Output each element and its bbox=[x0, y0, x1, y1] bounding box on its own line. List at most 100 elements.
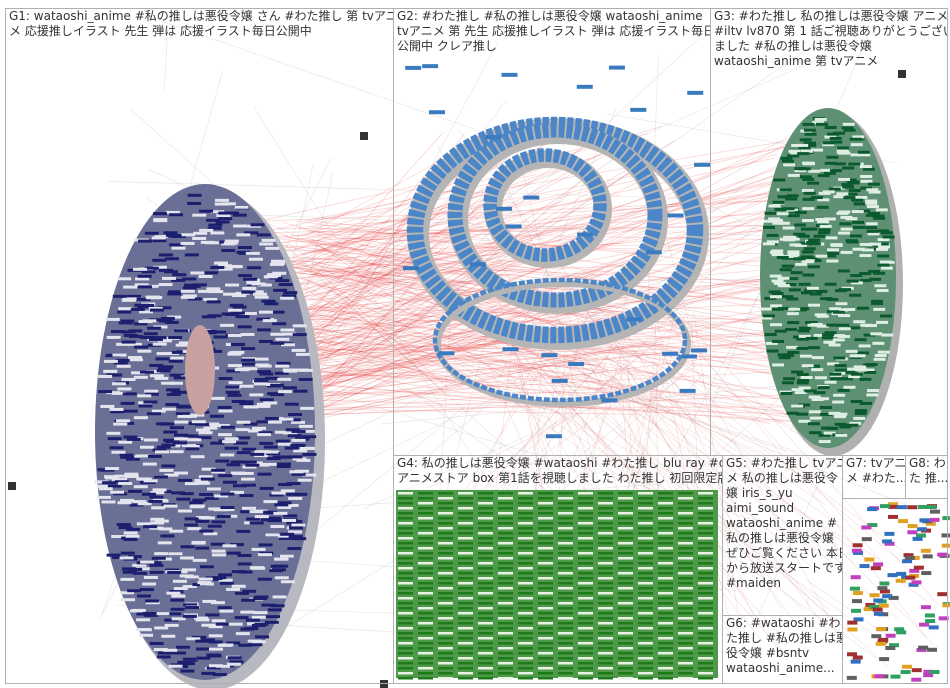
node bbox=[764, 211, 777, 215]
group-label: 私の推しは悪役令嬢 bbox=[726, 531, 835, 545]
node bbox=[850, 659, 861, 664]
edge bbox=[302, 352, 582, 412]
edge bbox=[309, 306, 778, 322]
node bbox=[220, 492, 235, 496]
node bbox=[110, 410, 125, 414]
node bbox=[888, 504, 899, 509]
node bbox=[766, 240, 779, 244]
node bbox=[222, 544, 237, 548]
node bbox=[152, 336, 167, 340]
node bbox=[806, 240, 819, 244]
node bbox=[438, 562, 453, 565]
node bbox=[274, 371, 289, 375]
node bbox=[234, 368, 249, 372]
node bbox=[269, 493, 284, 497]
node bbox=[618, 642, 633, 645]
edge bbox=[310, 328, 675, 377]
node bbox=[438, 552, 453, 555]
node bbox=[247, 266, 262, 270]
node bbox=[172, 579, 187, 583]
node bbox=[826, 155, 839, 159]
node bbox=[626, 317, 643, 322]
node bbox=[916, 647, 927, 652]
node bbox=[269, 262, 284, 266]
node bbox=[538, 612, 553, 615]
node bbox=[558, 512, 573, 515]
node bbox=[227, 656, 242, 660]
node bbox=[271, 491, 286, 495]
node bbox=[263, 511, 278, 515]
node bbox=[145, 601, 160, 605]
node bbox=[835, 302, 848, 306]
node bbox=[182, 614, 197, 618]
node bbox=[161, 407, 176, 411]
node bbox=[598, 677, 613, 680]
node bbox=[929, 509, 940, 514]
node bbox=[875, 247, 888, 251]
node bbox=[153, 475, 168, 479]
node bbox=[828, 411, 841, 415]
edge bbox=[314, 268, 449, 389]
node bbox=[188, 421, 203, 425]
edge bbox=[261, 335, 591, 377]
node bbox=[836, 211, 849, 215]
node bbox=[630, 107, 647, 112]
node bbox=[808, 303, 821, 307]
node bbox=[618, 662, 633, 665]
node bbox=[151, 556, 166, 560]
node bbox=[123, 537, 138, 541]
node bbox=[418, 547, 433, 550]
node bbox=[164, 618, 179, 622]
node bbox=[618, 557, 633, 560]
node bbox=[869, 277, 882, 281]
node bbox=[291, 438, 306, 442]
node bbox=[869, 604, 880, 609]
node bbox=[821, 336, 834, 340]
node bbox=[224, 239, 239, 243]
node bbox=[239, 384, 254, 388]
node bbox=[801, 364, 814, 368]
node bbox=[256, 328, 271, 332]
node bbox=[658, 502, 673, 505]
node bbox=[116, 342, 131, 346]
node bbox=[199, 582, 214, 586]
node bbox=[827, 132, 840, 136]
node bbox=[498, 677, 513, 680]
node bbox=[822, 143, 835, 147]
group-box: G5: #わた推し tvアニメ 私の推しは悪役令嬢 iris_s_yu aimi_… bbox=[722, 455, 843, 616]
node bbox=[209, 664, 224, 668]
node bbox=[210, 441, 225, 445]
node bbox=[638, 652, 653, 655]
node bbox=[825, 236, 838, 240]
node bbox=[123, 409, 138, 413]
node bbox=[658, 492, 673, 495]
node bbox=[249, 393, 264, 397]
node bbox=[802, 197, 815, 201]
edge bbox=[807, 598, 809, 611]
node bbox=[858, 344, 871, 348]
node bbox=[538, 562, 553, 565]
node bbox=[438, 492, 453, 495]
node bbox=[578, 632, 593, 635]
node bbox=[859, 254, 872, 258]
node bbox=[598, 622, 613, 625]
node bbox=[187, 193, 202, 197]
edge bbox=[301, 134, 840, 256]
node bbox=[259, 551, 274, 555]
node bbox=[256, 233, 271, 237]
node bbox=[237, 245, 252, 249]
node bbox=[868, 190, 881, 194]
node bbox=[238, 643, 253, 647]
node bbox=[458, 577, 473, 580]
node bbox=[210, 210, 225, 214]
node bbox=[418, 527, 433, 530]
node bbox=[253, 611, 268, 615]
node bbox=[833, 393, 846, 397]
node bbox=[855, 409, 868, 413]
node bbox=[141, 492, 156, 496]
node bbox=[138, 239, 153, 243]
node bbox=[698, 512, 713, 515]
node bbox=[698, 647, 713, 650]
node bbox=[768, 290, 781, 294]
node bbox=[418, 602, 433, 605]
